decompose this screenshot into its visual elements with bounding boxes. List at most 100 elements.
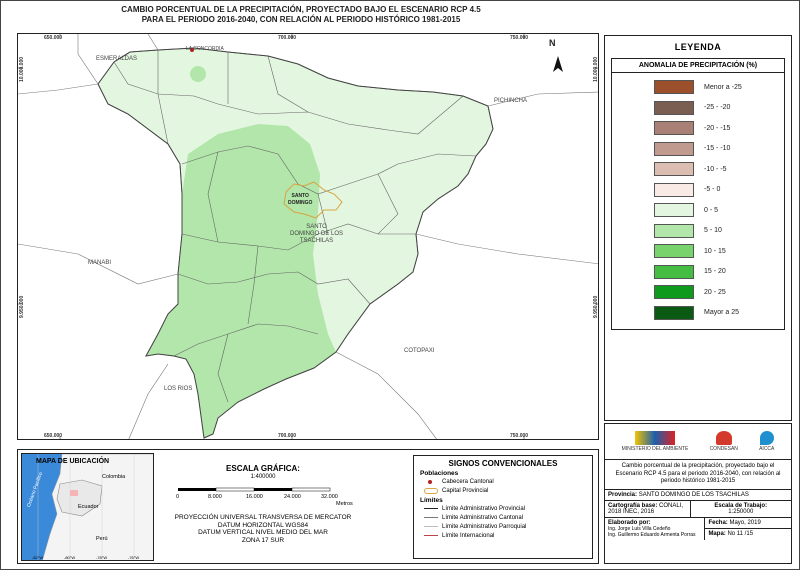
- legend-label: 15 - 20: [704, 268, 726, 276]
- cabecera-la-concordia: [190, 48, 194, 52]
- legend-swatch: [654, 80, 694, 95]
- legend-swatch: [654, 264, 694, 279]
- label-ecuador: Ecuador: [78, 504, 99, 510]
- legend-item: 15 - 20: [612, 262, 784, 283]
- sign-lim-internacional-label: Límite Internacional: [442, 532, 495, 539]
- legend-label: -25 - -20: [704, 104, 731, 112]
- logo-condesan-text: CONDESAN: [709, 446, 738, 452]
- scale-tick-1: 8.000: [208, 494, 222, 500]
- main-map-canvas: [18, 34, 598, 439]
- coord-bottom-3: 750.000: [510, 433, 529, 439]
- sign-cabecera-label: Cabecera Cantonal: [442, 478, 494, 485]
- sign-capital-label: Capital Provincial: [442, 487, 489, 494]
- sign-lim-provincial-label: Límite Administrativo Provincial: [442, 505, 526, 512]
- map-description: Cambio porcentual de la precipitación, p…: [605, 460, 791, 490]
- legend-label: Menor a -25: [704, 83, 742, 91]
- scale-unit: Metros: [336, 501, 353, 507]
- coord-bottom-2: 700.000: [278, 433, 297, 439]
- coord-top-1: 650.000: [44, 35, 63, 41]
- label-peru: Perú: [96, 536, 108, 542]
- legend: LEYENDA ANOMALIA DE PRECIPITACIÓN (%) Me…: [604, 35, 792, 421]
- legend-label: -5 - 0: [704, 186, 721, 194]
- elaborado-label: Elaborado por:: [608, 519, 651, 526]
- info-box: MINISTERIO DEL AMBIENTE CONDESAN AICCA C…: [604, 423, 792, 564]
- legend-swatch: [654, 141, 694, 156]
- sign-capital: Capital Provincial: [424, 486, 592, 495]
- study-area: [70, 490, 78, 496]
- location-map: MAPA DE UBICACIÓN Colombia Ecuador Perú …: [21, 453, 154, 561]
- parroquial-line-icon: [424, 526, 438, 527]
- sign-lim-cantonal-label: Límite Administrativo Cantonal: [442, 514, 524, 521]
- legend-swatch: [654, 182, 694, 197]
- legend-swatch: [654, 121, 694, 136]
- sign-lim-provincial: Límite Administrativo Provincial: [424, 504, 592, 513]
- label-los-rios: LOS RIOS: [164, 386, 193, 392]
- mapa-value: No 11 /15: [727, 530, 754, 537]
- legend-item: -5 - 0: [612, 180, 784, 201]
- coord-left-2: 9.950.000: [19, 295, 25, 318]
- loc-lon-4: -76°W: [128, 555, 140, 560]
- label-esmeraldas: ESMERALDAS: [96, 56, 138, 62]
- sign-lim-parroquial: Límite Administrativo Parroquial: [424, 522, 592, 531]
- legend-swatch: [654, 285, 694, 300]
- projection-line-1: PROYECCIÓN UNIVERSAL TRANSVERSA DE MERCA…: [174, 514, 352, 521]
- map-title-line-2: PARA EL PERIODO 2016-2040, CON RELACIÓN …: [141, 15, 461, 24]
- legend-item: Mayor a 25: [612, 303, 784, 324]
- logo-aicca: AICCA: [759, 431, 774, 452]
- north-arrow: [553, 56, 563, 72]
- label-santo-domingo: SANTO DOMINGO: [288, 193, 313, 206]
- coord-top-2: 700.000: [278, 35, 297, 41]
- sign-lim-internacional: Límite Internacional: [424, 531, 592, 540]
- legend-swatch: [654, 223, 694, 238]
- scale-ratio: 1:400000: [250, 474, 276, 480]
- legend-label: -10 - -5: [704, 165, 727, 173]
- provincial-line-icon: [424, 508, 438, 509]
- signs-poblaciones: Poblaciones: [420, 470, 459, 477]
- scale-tick-2: 16.000: [246, 494, 263, 500]
- condesan-logo-icon: [715, 431, 732, 445]
- coord-bottom-1: 650.000: [44, 433, 63, 439]
- capital-provincial-outline: [283, 181, 343, 219]
- provincia-label: Provincia:: [608, 491, 638, 498]
- mapa-label: Mapa:: [708, 530, 726, 537]
- legend-swatch: [654, 305, 694, 320]
- label-pichincha: PICHINCHA: [494, 98, 528, 104]
- map-title: CAMBIO PORCENTUAL DE LA PRECIPITACIÓN, P…: [1, 5, 601, 25]
- scale-title: ESCALA GRÁFICA:: [226, 464, 300, 473]
- legend-item: 10 - 15: [612, 241, 784, 262]
- loc-lon-1: -82°W: [32, 555, 44, 560]
- north-letter: N: [549, 38, 556, 48]
- external-limits: [18, 34, 598, 439]
- legend-title: LEYENDA: [674, 42, 722, 52]
- legend-item: -15 - -10: [612, 139, 784, 160]
- elaborado-value: Ing. Jorge Luis Villa Cedeño Ing. Guille…: [608, 525, 696, 538]
- map-title-line-1: CAMBIO PORCENTUAL DE LA PRECIPITACIÓN, P…: [121, 5, 481, 14]
- cantonal-line-icon: [424, 517, 438, 518]
- scale-tick-3: 24.000: [284, 494, 301, 500]
- legend-label: -20 - -15: [704, 124, 731, 132]
- legend-item: 20 - 25: [612, 282, 784, 303]
- coord-top-3: 750.000: [510, 35, 529, 41]
- sign-cabecera: Cabecera Cantonal: [424, 477, 592, 486]
- legend-swatch: [654, 244, 694, 259]
- label-cotopaxi: COTOPAXI: [404, 348, 435, 354]
- projection-info: PROYECCIÓN UNIVERSAL TRANSVERSA DE MERCA…: [168, 514, 358, 544]
- logo-aicca-text: AICCA: [759, 446, 775, 452]
- legend-list: Menor a -25 -25 - -20 -20 - -15 -15 - -10 -1…: [611, 73, 785, 330]
- main-map: N 650.000 700.000 750.000 650.000 700.00…: [17, 33, 599, 440]
- legend-subtitle: ANOMALIA DE PRECIPITACIÓN (%): [611, 58, 785, 73]
- conventional-signs: SIGNOS CONVENCIONALES Poblaciones Cabece…: [413, 455, 593, 559]
- internacional-line-icon: [424, 535, 438, 536]
- legend-item: 5 - 10: [612, 221, 784, 242]
- legend-label: 10 - 15: [704, 247, 726, 255]
- sign-lim-cantonal: Límite Administrativo Cantonal: [424, 513, 592, 522]
- provincia-value: SANTO DOMINGO DE LOS TSACHILAS: [638, 491, 749, 498]
- legend-item: 0 - 5: [612, 200, 784, 221]
- projection-line-3: DATUM VERTICAL NIVEL MEDIO DEL MAR: [198, 529, 328, 536]
- cabecera-dot-icon: [428, 479, 432, 484]
- legend-item: -10 - -5: [612, 159, 784, 180]
- escala-label: Escala de Trabajo:: [714, 502, 768, 509]
- legend-item: -20 - -15: [612, 118, 784, 139]
- loc-lon-3: -78°W: [96, 555, 108, 560]
- fecha-value: Mayo, 2019: [729, 519, 761, 526]
